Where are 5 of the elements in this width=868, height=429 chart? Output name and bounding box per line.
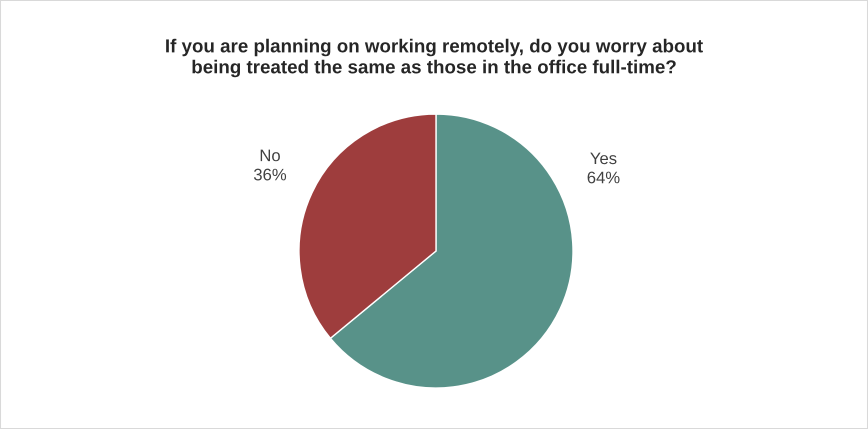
chart-title: If you are planning on working remotely, do you worry about being treated the same as those in the office full-time? — [166, 38, 703, 78]
data-label: 64% — [588, 172, 620, 184]
slice-label: Yes — [590, 152, 616, 164]
data-label: 36% — [254, 168, 286, 180]
slice-label: No — [260, 150, 280, 162]
